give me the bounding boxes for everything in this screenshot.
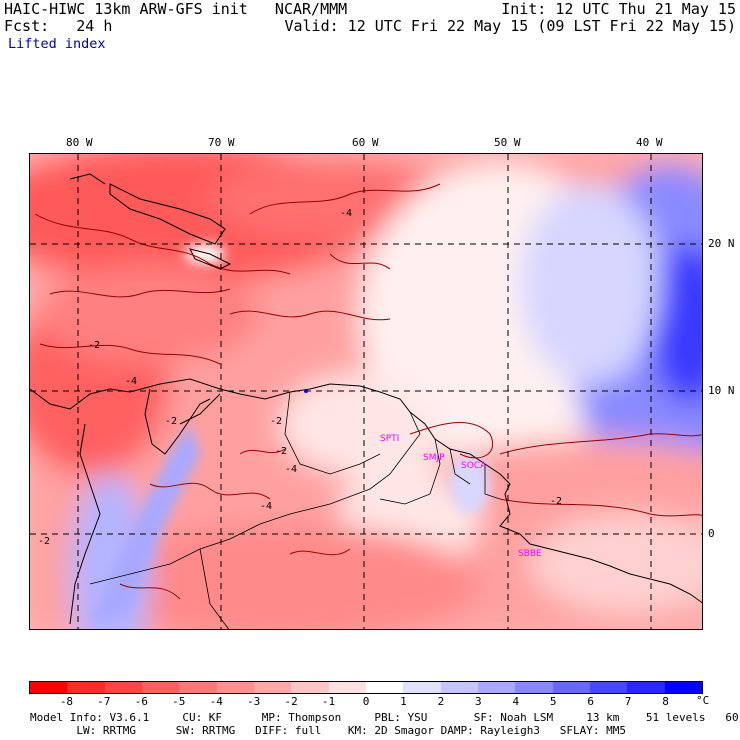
color-bar-tick-label: -4 — [209, 695, 223, 708]
color-bar-segment — [664, 682, 702, 693]
contour-label: -2 — [165, 416, 177, 427]
contour-label: -4 — [340, 208, 352, 219]
color-bar-segment — [104, 682, 142, 693]
color-bar-tick-label: 5 — [549, 695, 557, 708]
color-bar-tick-label: 7 — [624, 695, 632, 708]
color-bar-segment — [67, 682, 105, 693]
color-bar-tick-label: -5 — [172, 695, 186, 708]
color-bar-segment — [253, 682, 292, 693]
lat-label-10n: 10 N — [708, 384, 735, 397]
color-bar-segment — [141, 682, 180, 693]
color-bar-segment — [477, 682, 516, 693]
init-time: Init: 12 UTC Thu 21 May 15 — [501, 0, 736, 18]
station-label: SPTI — [380, 434, 399, 444]
lat-label-20n: 20 N — [708, 237, 735, 250]
color-bar-tick-label: 1 — [400, 695, 407, 708]
lon-label-50w: 50 W — [494, 136, 521, 149]
station-label: SOCA — [461, 461, 487, 471]
color-bar-tick-label: -7 — [97, 695, 111, 708]
color-bar-tick-label: -1 — [321, 695, 336, 708]
color-bar-tick-label: 0 — [362, 695, 370, 708]
lon-label-80w: 80 W — [66, 136, 93, 149]
color-bar-segment — [179, 682, 217, 693]
valid-time: Valid: 12 UTC Fri 22 May 15 (09 LST Fri … — [284, 17, 736, 35]
lat-label-0: 0 — [708, 527, 715, 540]
contour-label: -2 — [550, 496, 562, 507]
contour-label: -4 — [260, 501, 272, 512]
lat-lon-grid — [30, 154, 702, 629]
color-bar-segment — [552, 682, 590, 693]
color-bar-segment — [589, 682, 628, 693]
station-markers — [304, 389, 308, 393]
color-bar-segment — [365, 682, 404, 693]
color-bar-segment — [627, 682, 665, 693]
color-bar-tick-label: 2 — [437, 695, 445, 708]
model-info-line2: LW: RRTMG SW: RRTMG DIFF: full KM: 2D Sm… — [30, 724, 627, 737]
color-bar-tick-label: -2 — [284, 695, 298, 708]
borders — [89, 391, 501, 629]
contour-label: -4 — [125, 376, 137, 387]
contour-label: -4 — [285, 464, 297, 475]
coastlines — [30, 173, 702, 625]
color-bar-segment — [440, 682, 478, 693]
lon-label-60w: 60 W — [352, 136, 379, 149]
color-bar-segment — [403, 682, 441, 693]
contour-label: -2 — [275, 446, 287, 457]
map-canvas: -4 -2 -4 -2 -2 -2 -4 -2 -4 -2 SPTI SMJP … — [30, 154, 702, 629]
color-bar-segment — [515, 682, 553, 693]
contour-label: -2 — [38, 536, 50, 547]
lon-label-70w: 70 W — [208, 136, 235, 149]
color-bar-tick-label: -8 — [59, 695, 74, 708]
li-contours — [34, 183, 702, 600]
station-label: SBBE — [518, 549, 542, 559]
model-title: HAIC-HIWC 13km ARW-GFS init NCAR/MMM — [4, 0, 348, 18]
color-bar-tick-label: 4 — [512, 695, 520, 708]
color-bar-segment — [216, 682, 254, 693]
color-bar-tick-label: 3 — [475, 695, 482, 708]
color-bar — [29, 681, 703, 694]
field-name: Lifted index — [8, 36, 106, 52]
forecast-hour: Fcst: 24 h — [4, 17, 113, 35]
color-bar-segment — [30, 682, 68, 693]
color-bar-segment — [328, 682, 366, 693]
color-bar-tick-label: 6 — [587, 695, 594, 708]
contour-label: -2 — [88, 340, 100, 351]
color-bar-tick-label: -6 — [134, 695, 148, 708]
color-bar-tick-label: 8 — [662, 695, 669, 708]
station-label: SMJP — [423, 453, 445, 463]
color-bar-tick-label: -3 — [247, 695, 261, 708]
contour-label: -2 — [270, 416, 282, 427]
color-bar-segment — [291, 682, 329, 693]
lifted-index-map: -4 -2 -4 -2 -2 -2 -4 -2 -4 -2 SPTI SMJP … — [29, 153, 703, 630]
model-info-line1: Model Info: V3.6.1 CU: KF MP: Thompson P… — [30, 711, 740, 724]
unit-label: °C — [696, 694, 710, 707]
lon-label-40w: 40 W — [636, 136, 663, 149]
